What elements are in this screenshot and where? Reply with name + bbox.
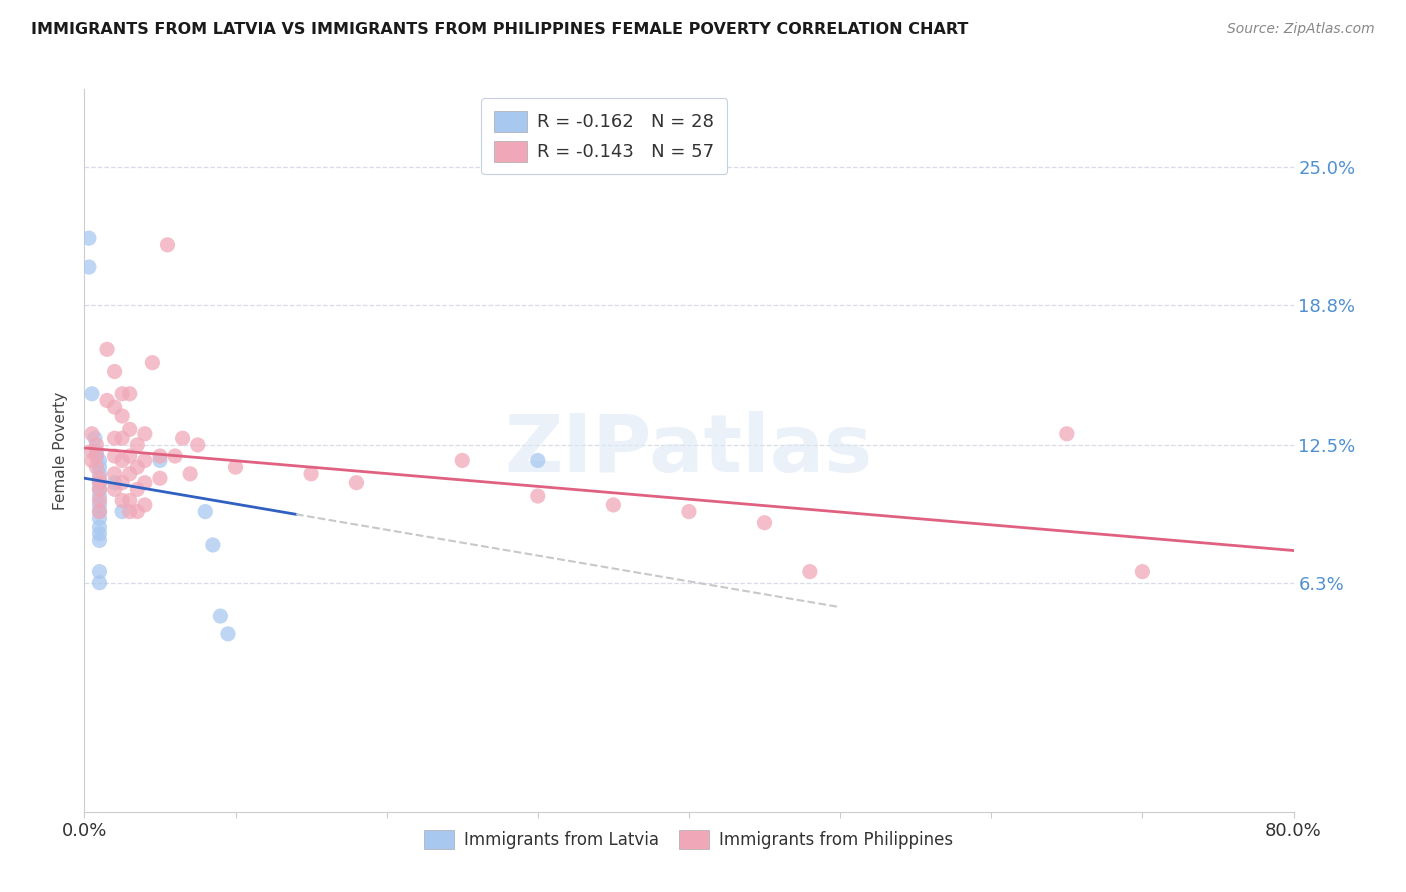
Point bbox=[89, 511, 111, 525]
Point bbox=[754, 516, 776, 530]
Point bbox=[104, 431, 127, 445]
Point bbox=[89, 520, 111, 534]
Point bbox=[141, 356, 163, 370]
Point bbox=[89, 460, 111, 475]
Point bbox=[149, 453, 172, 467]
Point bbox=[118, 467, 141, 481]
Point bbox=[89, 533, 111, 548]
Point bbox=[86, 460, 108, 475]
Point bbox=[111, 493, 134, 508]
Point bbox=[104, 449, 127, 463]
Point bbox=[89, 498, 111, 512]
Point bbox=[80, 444, 103, 458]
Point bbox=[127, 505, 149, 519]
Point bbox=[80, 386, 103, 401]
Point bbox=[299, 467, 322, 481]
Point bbox=[86, 438, 108, 452]
Point bbox=[111, 505, 134, 519]
Point bbox=[149, 449, 172, 463]
Point bbox=[799, 565, 821, 579]
Point bbox=[89, 489, 111, 503]
Point bbox=[127, 460, 149, 475]
Point bbox=[86, 449, 108, 463]
Point bbox=[156, 237, 179, 252]
Text: ZIPatlas: ZIPatlas bbox=[505, 411, 873, 490]
Point bbox=[127, 483, 149, 497]
Point bbox=[451, 453, 474, 467]
Point bbox=[89, 505, 111, 519]
Y-axis label: Female Poverty: Female Poverty bbox=[53, 392, 69, 509]
Point bbox=[134, 498, 156, 512]
Point bbox=[86, 449, 108, 463]
Point bbox=[104, 475, 127, 490]
Point bbox=[104, 365, 127, 379]
Point bbox=[201, 538, 224, 552]
Point bbox=[527, 453, 550, 467]
Point bbox=[217, 627, 239, 641]
Point bbox=[104, 483, 127, 497]
Point bbox=[77, 260, 100, 274]
Point bbox=[127, 438, 149, 452]
Point bbox=[1056, 426, 1078, 441]
Point bbox=[118, 422, 141, 436]
Point bbox=[89, 483, 111, 497]
Point bbox=[118, 493, 141, 508]
Point bbox=[134, 426, 156, 441]
Point bbox=[111, 386, 134, 401]
Point bbox=[165, 449, 187, 463]
Point bbox=[118, 505, 141, 519]
Point bbox=[134, 475, 156, 490]
Point bbox=[89, 565, 111, 579]
Point bbox=[89, 467, 111, 481]
Point bbox=[86, 444, 108, 458]
Point bbox=[111, 453, 134, 467]
Point bbox=[527, 489, 550, 503]
Point bbox=[104, 467, 127, 481]
Point bbox=[118, 386, 141, 401]
Text: Source: ZipAtlas.com: Source: ZipAtlas.com bbox=[1227, 22, 1375, 37]
Point bbox=[77, 231, 100, 245]
Point bbox=[89, 475, 111, 490]
Point bbox=[89, 526, 111, 541]
Point bbox=[89, 493, 111, 508]
Point bbox=[89, 475, 111, 490]
Point bbox=[111, 475, 134, 490]
Point bbox=[89, 505, 111, 519]
Point bbox=[89, 575, 111, 590]
Point bbox=[1130, 565, 1153, 579]
Point bbox=[209, 609, 232, 624]
Point bbox=[89, 483, 111, 497]
Point bbox=[84, 431, 107, 445]
Point bbox=[149, 471, 172, 485]
Point bbox=[194, 505, 217, 519]
Point bbox=[89, 453, 111, 467]
Point bbox=[96, 393, 118, 408]
Point bbox=[346, 475, 368, 490]
Point bbox=[111, 431, 134, 445]
Point bbox=[678, 505, 700, 519]
Point bbox=[111, 409, 134, 423]
Point bbox=[134, 453, 156, 467]
Point bbox=[187, 438, 209, 452]
Point bbox=[80, 453, 103, 467]
Text: IMMIGRANTS FROM LATVIA VS IMMIGRANTS FROM PHILIPPINES FEMALE POVERTY CORRELATION: IMMIGRANTS FROM LATVIA VS IMMIGRANTS FRO… bbox=[31, 22, 969, 37]
Legend: Immigrants from Latvia, Immigrants from Philippines: Immigrants from Latvia, Immigrants from … bbox=[416, 822, 962, 857]
Point bbox=[89, 471, 111, 485]
Point bbox=[179, 467, 201, 481]
Point bbox=[104, 400, 127, 414]
Point bbox=[225, 460, 247, 475]
Point bbox=[172, 431, 194, 445]
Point bbox=[80, 426, 103, 441]
Point bbox=[602, 498, 624, 512]
Point bbox=[96, 343, 118, 357]
Point bbox=[118, 449, 141, 463]
